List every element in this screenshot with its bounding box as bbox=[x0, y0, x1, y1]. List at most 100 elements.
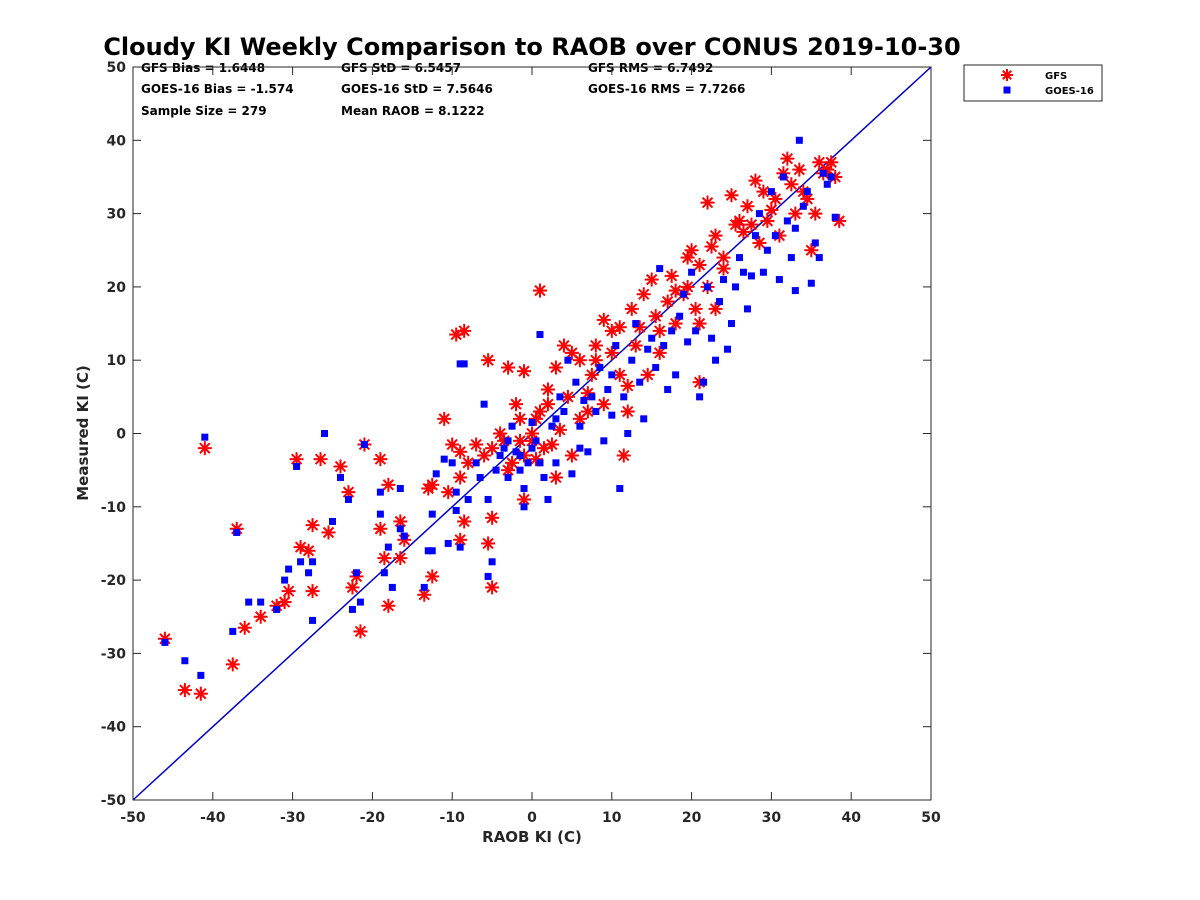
gfs-point bbox=[616, 448, 631, 463]
stat-text: Sample Size = 279 bbox=[141, 104, 267, 118]
gfs-point bbox=[345, 580, 360, 595]
legend-label-goes16: GOES-16 bbox=[1045, 86, 1094, 97]
goes16-point bbox=[476, 473, 484, 481]
goes16-point bbox=[233, 528, 241, 536]
gfs-point bbox=[481, 536, 496, 551]
goes16-point bbox=[201, 433, 209, 441]
gfs-point bbox=[552, 422, 567, 437]
gfs-point bbox=[513, 433, 528, 448]
gfs-point bbox=[624, 301, 639, 316]
goes16-point bbox=[791, 224, 799, 232]
goes16-point bbox=[520, 503, 528, 511]
gfs-point bbox=[716, 261, 731, 276]
goes16-point bbox=[755, 210, 763, 218]
gfs-point bbox=[305, 518, 320, 533]
gfs-point bbox=[313, 452, 328, 467]
goes16-point bbox=[652, 364, 660, 372]
gfs-point bbox=[636, 287, 651, 302]
goes16-point bbox=[799, 202, 807, 210]
y-tick-label: 20 bbox=[107, 280, 127, 296]
goes16-point bbox=[728, 320, 735, 328]
goes16-point bbox=[743, 305, 751, 313]
gfs-point bbox=[437, 411, 452, 426]
gfs-point bbox=[253, 609, 268, 624]
gfs-point bbox=[620, 378, 635, 393]
goes16-point bbox=[464, 495, 472, 503]
goes16-point bbox=[360, 440, 368, 448]
goes16-point bbox=[644, 345, 652, 353]
y-axis: -50 -40 -30 -20 -10 0 10 20 30 40 50 bbox=[101, 60, 931, 809]
gfs-point bbox=[281, 584, 296, 599]
x-tick-label: -50 bbox=[120, 810, 146, 826]
gfs-point bbox=[353, 624, 368, 639]
goes16-point bbox=[520, 484, 528, 492]
goes16-point bbox=[528, 419, 536, 427]
y-tick-label: -40 bbox=[101, 720, 127, 736]
goes16-point bbox=[688, 268, 696, 276]
goes16-point bbox=[608, 411, 616, 419]
y-tick-label: 50 bbox=[107, 60, 127, 76]
goes16-point bbox=[751, 232, 759, 240]
goes16-point bbox=[344, 495, 352, 503]
goes16-point bbox=[608, 371, 616, 379]
goes16-point bbox=[496, 451, 504, 459]
x-axis: -50 -40 -30 -20 -10 0 10 20 30 40 50 bbox=[120, 67, 941, 826]
goes16-point bbox=[452, 506, 460, 514]
series-gfs bbox=[157, 151, 847, 701]
goes16-point bbox=[724, 345, 732, 353]
gfs-point bbox=[560, 389, 575, 404]
gfs-point bbox=[768, 191, 783, 206]
goes16-point bbox=[783, 217, 791, 225]
goes16-point bbox=[528, 444, 536, 452]
gfs-point bbox=[648, 309, 663, 324]
gfs-point bbox=[732, 213, 747, 228]
gfs-point bbox=[784, 177, 799, 192]
goes16-point bbox=[161, 638, 169, 646]
goes16-point bbox=[620, 393, 628, 401]
goes16-point bbox=[376, 510, 384, 518]
chart-title: Cloudy KI Weekly Comparison to RAOB over… bbox=[103, 33, 960, 61]
goes16-point bbox=[309, 616, 317, 624]
goes16-point bbox=[819, 169, 827, 177]
gfs-point bbox=[548, 470, 563, 485]
goes16-point bbox=[396, 525, 404, 533]
goes16-point bbox=[604, 386, 612, 394]
goes16-point bbox=[684, 338, 692, 346]
gfs-point bbox=[373, 452, 388, 467]
goes16-point bbox=[536, 459, 544, 467]
goes16-point bbox=[672, 371, 680, 379]
goes16-point bbox=[524, 459, 532, 467]
goes16-point bbox=[704, 283, 712, 291]
goes16-point bbox=[735, 254, 743, 262]
goes16-point bbox=[428, 510, 436, 518]
gfs-point bbox=[485, 510, 500, 525]
gfs-point bbox=[704, 239, 719, 254]
gfs-point bbox=[724, 188, 739, 203]
gfs-point bbox=[760, 213, 775, 228]
gfs-point bbox=[588, 353, 603, 368]
goes16-point bbox=[356, 598, 364, 606]
goes16-point bbox=[616, 484, 624, 492]
gfs-point bbox=[277, 595, 292, 610]
goes16-point bbox=[396, 484, 404, 492]
gfs-point bbox=[620, 404, 635, 419]
goes16-point bbox=[488, 558, 496, 566]
goes16-point bbox=[763, 246, 771, 254]
stat-text: GFS RMS = 6.7492 bbox=[588, 61, 713, 75]
gfs-point bbox=[788, 206, 803, 221]
gfs-point bbox=[664, 268, 679, 283]
goes16-point bbox=[257, 598, 265, 606]
goes16-point bbox=[508, 422, 516, 430]
goes16-point bbox=[380, 569, 388, 577]
y-tick-label: -20 bbox=[101, 573, 127, 589]
goes16-point bbox=[676, 312, 684, 320]
goes16-point bbox=[823, 180, 831, 188]
goes16-point bbox=[592, 408, 600, 416]
gfs-point bbox=[684, 243, 699, 258]
gfs-point bbox=[644, 272, 659, 287]
goes16-point bbox=[440, 455, 448, 463]
goes16-point bbox=[807, 279, 815, 287]
goes16-point bbox=[504, 473, 512, 481]
gfs-point bbox=[740, 199, 755, 214]
goes16-point bbox=[229, 627, 237, 635]
